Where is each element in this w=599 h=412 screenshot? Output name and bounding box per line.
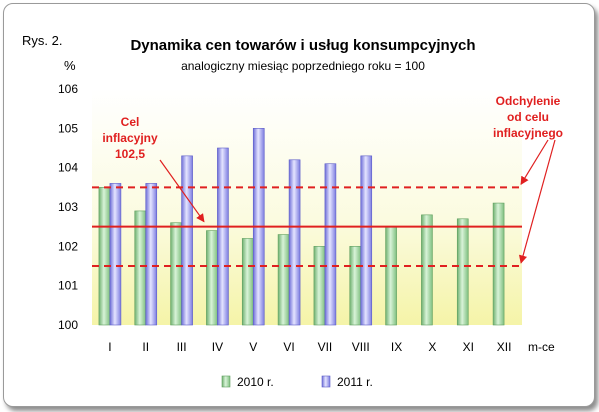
x-tick-label: VII [318, 340, 333, 354]
bar-2011-VI [288, 159, 301, 326]
bar-2010-VII [313, 246, 326, 326]
x-tick-label: I [108, 340, 111, 354]
y-tick-label: 105 [58, 121, 78, 135]
y-tick-label: 103 [58, 200, 78, 214]
x-tick-label: V [249, 340, 257, 354]
x-tick-label: II [142, 340, 149, 354]
target-annotation-line: 102,5 [115, 147, 145, 161]
y-tick-label: 101 [58, 279, 78, 293]
bar-2010-I [98, 187, 111, 326]
chart-subtitle: analogiczny miesiąc poprzedniego roku = … [181, 59, 425, 73]
band-annotation-line: od celu [507, 110, 549, 124]
x-tick-label: XII [497, 340, 512, 354]
legend-swatch-2010 [221, 375, 231, 388]
bar-2011-IV [217, 147, 229, 326]
bar-2010-X [421, 214, 433, 326]
x-tick-label: VIII [352, 340, 370, 354]
legend-swatch-2011 [321, 375, 331, 388]
band-annotation-line: Odchylenie [496, 94, 561, 108]
plot-area [92, 89, 522, 325]
figure-label: Rys. 2. [22, 33, 62, 48]
target-annotation-line: inflacyjny [102, 131, 158, 145]
bar-2011-VII [324, 163, 337, 326]
target-arrow [159, 159, 205, 223]
y-tick-label: 100 [58, 318, 78, 332]
y-tick-label: 104 [58, 161, 78, 175]
band-annotation-line: inflacyjnego [493, 126, 563, 140]
chart-title: Dynamika cen towarów i usług konsumpcyjn… [130, 37, 475, 54]
legend-label: 2010 r. [237, 375, 274, 389]
bar-2011-I [109, 183, 122, 326]
x-tick-label: IX [391, 340, 402, 354]
x-tick-label: VI [283, 340, 294, 354]
y-tick-label: 106 [58, 82, 78, 96]
x-tick-label: X [428, 340, 436, 354]
bar-2010-III [170, 222, 182, 326]
bar-2010-XI [456, 218, 469, 326]
bar-2010-VIII [349, 246, 362, 326]
band-lower-arrow [518, 139, 556, 264]
bar-2010-VI [277, 234, 290, 326]
x-tick-label: IV [212, 340, 223, 354]
bar-2011-VIII [360, 155, 373, 326]
y-tick-label: 102 [58, 239, 78, 253]
x-axis-label: m-ce [528, 340, 555, 354]
legend-label: 2011 r. [337, 375, 373, 389]
bar-2010-IX [385, 226, 397, 326]
y-axis-label: % [64, 58, 76, 73]
band-upper-arrow [520, 139, 549, 186]
bar-2011-III [181, 155, 193, 326]
x-tick-label: XI [463, 340, 474, 354]
bar-2010-XII [492, 202, 505, 326]
bar-2010-IV [206, 230, 218, 326]
bar-2010-V [241, 238, 254, 326]
bar-2011-II [145, 183, 158, 326]
target-annotation-line: Cel [121, 115, 140, 129]
x-tick-label: III [177, 340, 187, 354]
bar-2010-II [134, 210, 147, 326]
